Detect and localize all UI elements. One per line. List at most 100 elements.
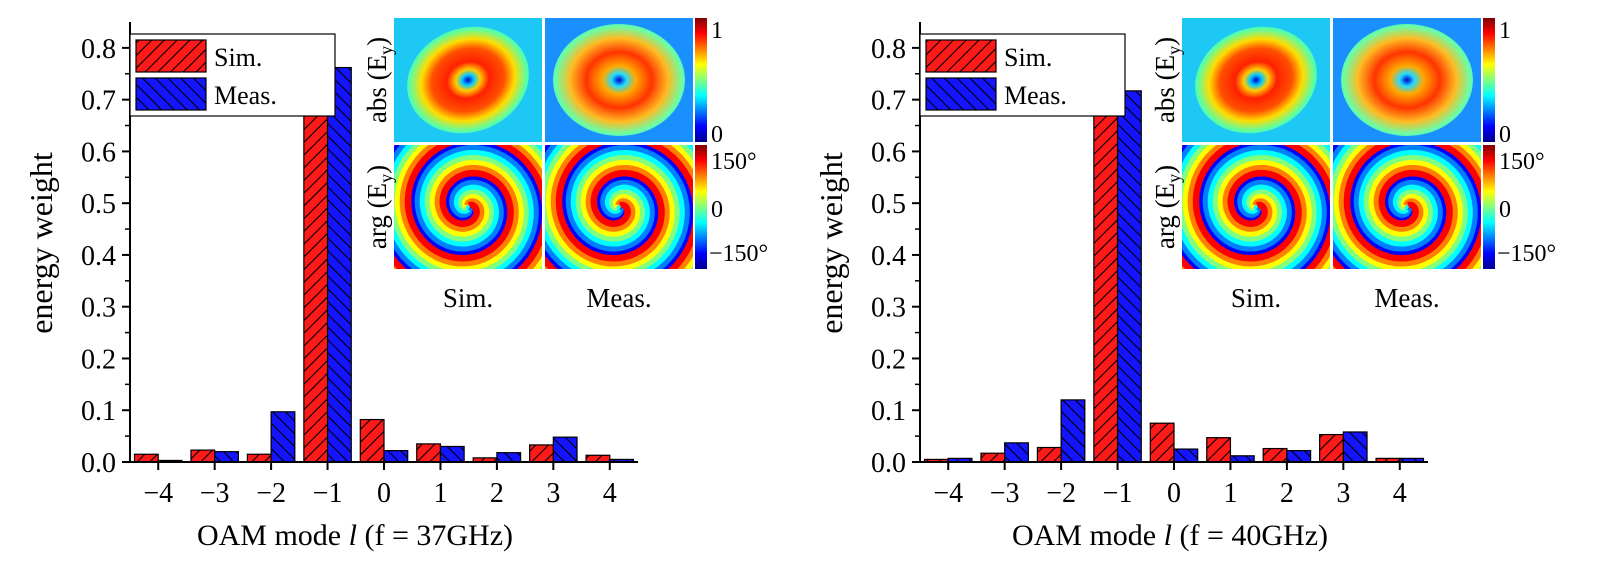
bar-meas-5	[439, 445, 465, 463]
x-tick-label: 0	[1167, 478, 1181, 509]
abs-meas-map	[1341, 24, 1473, 136]
y-axis-label: energy weight	[23, 152, 59, 334]
y-tick-label: 0.5	[871, 189, 906, 220]
y-tick-label: 0.2	[871, 344, 906, 375]
inset-col-label-sim: Sim.	[443, 283, 493, 313]
x-tick-label: 1	[1223, 478, 1237, 509]
abs-row-label-main: abs (E	[1150, 55, 1180, 123]
y-tick-label: 0.3	[81, 293, 116, 324]
arg-spiral-arm	[394, 145, 542, 269]
bar-sim-1	[190, 449, 216, 463]
x-tick-label: −3	[990, 478, 1020, 509]
bar-sim-7	[529, 444, 554, 463]
y-tick-label: 0.7	[81, 86, 116, 117]
legend-label-1: Sim.	[1004, 43, 1052, 72]
x-tick-label: −1	[313, 478, 343, 509]
x-axis-label: OAM mode l (f = 37GHz)	[197, 519, 513, 552]
abs-scale-min: 0	[711, 122, 723, 148]
x-axis-label-prefix: OAM mode	[1012, 519, 1164, 552]
abs-row-label-sub: y	[376, 46, 396, 55]
x-tick-label: 4	[603, 478, 617, 509]
arg-spiral-arm	[394, 145, 542, 269]
arg-row-label: arg (Ey)	[1150, 165, 1184, 249]
x-tick-label: 4	[1393, 478, 1407, 509]
arg-scale-max: 150°	[1499, 149, 1545, 175]
y-tick-label: 0.8	[81, 34, 116, 65]
x-axis-label-prefix: OAM mode	[197, 519, 349, 552]
x-axis-label-frequency: (f = 37GHz)	[357, 519, 513, 552]
legend-label-1: Sim.	[214, 43, 262, 72]
bar-meas-1	[214, 451, 239, 463]
legend-swatch-1	[135, 39, 207, 73]
x-tick-label: 3	[546, 478, 560, 509]
arg-spiral-arm	[1182, 145, 1330, 269]
x-tick-label: 2	[1280, 478, 1294, 509]
arg-row-label: arg (Ey)	[362, 165, 396, 249]
bar-sim-4	[1149, 422, 1175, 463]
arg-spiral-map	[394, 145, 542, 269]
inset-col-label-sim: Sim.	[1231, 283, 1281, 313]
abs-colorbar	[1483, 18, 1495, 142]
bar-sim-5	[1206, 437, 1232, 463]
bar-meas-7	[552, 436, 578, 463]
bar-meas-3	[326, 66, 352, 463]
arg-colorbar	[695, 145, 707, 269]
x-tick-label: 3	[1336, 478, 1350, 509]
x-tick-label: −2	[1046, 478, 1076, 509]
arg-scale-mid: 0	[711, 197, 723, 223]
arg-spiral-map	[1182, 145, 1330, 269]
bar-meas-4	[383, 450, 409, 463]
chart-panel-2: 0.0 0.1 0.2 0.3 0.4 0.5 0.6 0.7 0.8 −4 −3 −2 −1 0 1 2 3 4…	[813, 18, 1556, 552]
y-tick-label: 0.7	[871, 86, 906, 117]
bar-meas-3	[1116, 90, 1142, 463]
arg-scale-mid: 0	[1499, 197, 1511, 223]
abs-sim-map	[1195, 26, 1317, 134]
arg-scale-max: 150°	[711, 149, 757, 175]
y-tick-label: 0.6	[871, 137, 906, 168]
x-axis-label-variable: l	[1164, 519, 1172, 552]
arg-spiral-arm	[1333, 145, 1481, 269]
legend-swatch-2	[135, 77, 207, 111]
bar-sim-3	[303, 57, 329, 463]
arg-spiral-arm	[1333, 145, 1481, 269]
x-tick-label: −4	[143, 478, 173, 509]
abs-colorbar	[695, 18, 707, 142]
bar-sim-8	[585, 454, 611, 463]
arg-spiral-map	[1333, 145, 1481, 269]
arg-spiral-arm	[545, 145, 693, 269]
arg-spiral-arm	[1333, 145, 1481, 269]
arg-row-label-close: )	[1150, 165, 1180, 174]
x-tick-label: 1	[433, 478, 447, 509]
legend: Sim. Meas.	[129, 33, 336, 117]
arg-spiral-arm	[1182, 145, 1330, 269]
x-tick-label: −4	[933, 478, 963, 509]
arg-spiral-arm	[545, 145, 693, 269]
arg-spiral-arm	[394, 145, 542, 269]
arg-spiral-arm	[1182, 145, 1330, 269]
x-tick-label: −2	[256, 478, 286, 509]
arg-spiral-arm	[1182, 145, 1330, 269]
bar-meas-7	[1342, 431, 1368, 463]
arg-spiral-arm	[1182, 145, 1330, 269]
y-tick-label: 0.8	[871, 34, 906, 65]
bar-sim-3	[1093, 75, 1119, 463]
x-axis-label-frequency: (f = 40GHz)	[1172, 519, 1328, 552]
legend-swatch-1	[925, 39, 997, 73]
bar-sim-1	[980, 452, 1006, 463]
bar-meas-6	[1286, 450, 1312, 463]
bar-sim-0	[133, 453, 159, 463]
abs-scale-min: 0	[1499, 122, 1511, 148]
arg-row-label-main: arg (E	[1150, 183, 1180, 249]
arg-spiral-arm	[545, 145, 693, 269]
bar-meas-6	[496, 452, 522, 463]
y-tick-label: 0.5	[81, 189, 116, 220]
x-tick-label: 2	[490, 478, 504, 509]
arg-scale-min: −150°	[1497, 241, 1556, 267]
x-tick-label: −3	[200, 478, 230, 509]
arg-spiral-arm	[394, 145, 542, 269]
abs-row-label: abs (Ey)	[362, 37, 396, 123]
